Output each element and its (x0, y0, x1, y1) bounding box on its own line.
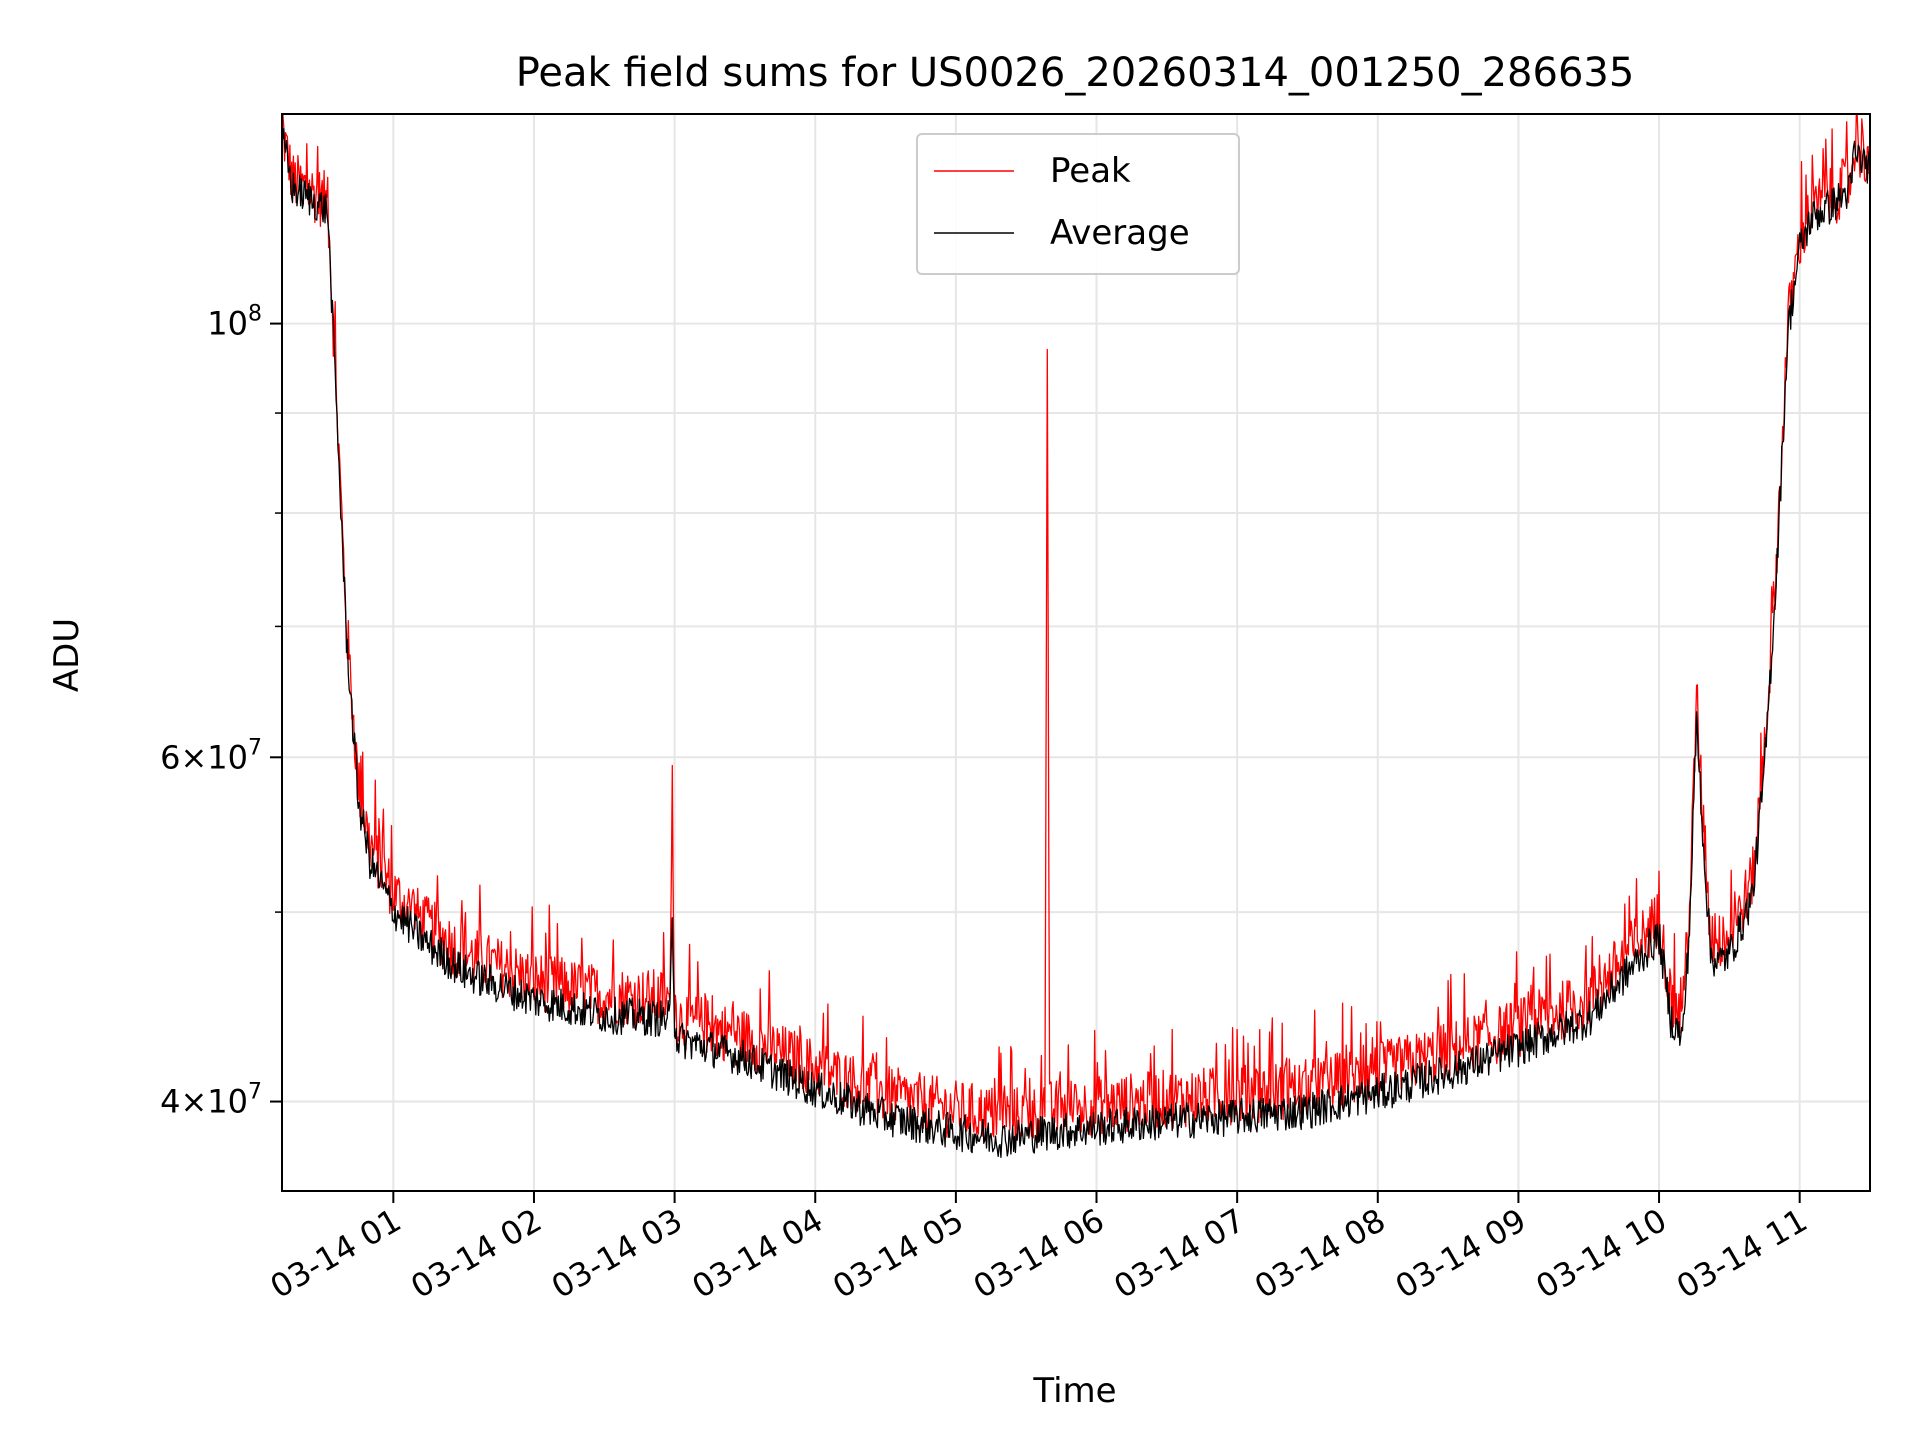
x-tick-label: 03-14 11 (1670, 1201, 1814, 1306)
x-tick-label: 03-14 06 (967, 1201, 1111, 1306)
x-tick-label: 03-14 05 (826, 1201, 970, 1306)
legend-label-average: Average (1050, 213, 1190, 253)
legend: Peak Average (916, 133, 1240, 275)
x-tick-label: 03-14 07 (1108, 1201, 1252, 1306)
legend-label-peak: Peak (1050, 151, 1131, 191)
x-tick-label: 03-14 08 (1248, 1201, 1392, 1306)
x-tick-label: 03-14 09 (1389, 1201, 1533, 1306)
y-axis-label: ADU (47, 618, 87, 692)
y-tick-label: 6×107 (160, 735, 262, 776)
x-tick-label: 03-14 03 (545, 1201, 689, 1306)
y-tick-label: 4×107 (160, 1080, 262, 1121)
series-line-peak (281, 113, 1871, 1143)
x-tick-label: 03-14 02 (404, 1201, 548, 1306)
plot-frame (281, 113, 1871, 1192)
x-tick-label: 03-14 01 (264, 1201, 408, 1306)
series-line-average (281, 123, 1871, 1158)
x-tick-label: 03-14 10 (1529, 1201, 1673, 1306)
series-layer (281, 113, 1871, 1158)
x-tick-label: 03-14 04 (686, 1201, 830, 1306)
grid (282, 114, 1870, 1191)
y-tick-label: 108 (207, 302, 262, 343)
x-axis-label: Time (1032, 1371, 1116, 1411)
chart-title: Peak field sums for US0026_20260314_0012… (516, 50, 1635, 96)
legend-frame (916, 133, 1240, 275)
